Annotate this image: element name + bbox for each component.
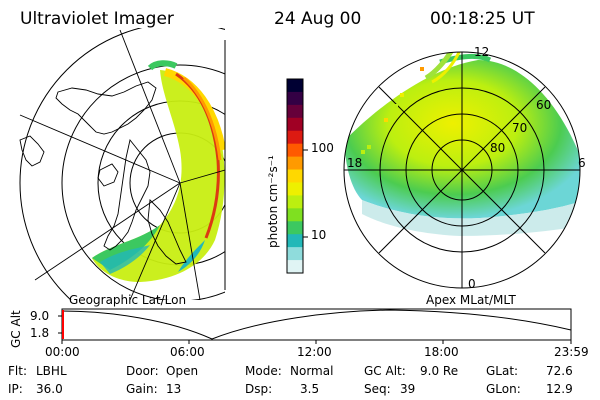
colorbar-band (287, 130, 303, 145)
info-value: 36.0 (36, 382, 63, 396)
info-value: Normal (290, 364, 334, 378)
timeline-xtick-0000: 00:00 (45, 345, 80, 359)
pixel-marker (420, 67, 424, 71)
pixel-marker (361, 150, 365, 154)
time-label: 00:18:25 UT (430, 9, 535, 29)
mlt-label-6: 6 (578, 156, 586, 170)
info-value: 72.6 (546, 364, 573, 378)
colorbar-tick-100: 100 (311, 141, 334, 155)
date-label: 24 Aug 00 (274, 9, 362, 29)
colorbar-band (287, 104, 303, 119)
info-value: 13 (166, 382, 182, 396)
info-value: 39 (400, 382, 416, 396)
mlt-label-12: 12 (474, 45, 490, 59)
info-key: Mode: (245, 364, 282, 378)
colorbar-band (287, 91, 303, 106)
info-key: IP: (8, 382, 23, 396)
colorbar-band (287, 156, 303, 171)
timeline-ytick-min: 1.8 (30, 326, 50, 340)
colorbar-band (287, 234, 303, 248)
pixel-marker (384, 118, 388, 122)
geographic-map (19, 28, 225, 300)
mlat-label-60: 60 (536, 98, 552, 112)
info-key: GLat: (486, 364, 519, 378)
mlat-label-80: 80 (490, 141, 506, 155)
colorbar-band (287, 182, 303, 196)
timeline-ylabel: GC Alt (9, 310, 23, 348)
colorbar-band (287, 260, 303, 274)
colorbar-band (287, 169, 303, 184)
info-key: Flt: (8, 364, 27, 378)
instrument-title: Ultraviolet Imager (20, 9, 174, 29)
latitude-ring (61, 64, 225, 300)
info-value: LBHL (36, 364, 67, 378)
info-key: Seq: (364, 382, 391, 396)
info-value: 9.0 Re (420, 364, 459, 378)
mlat-label-70: 70 (512, 121, 528, 135)
timeline-xtick-1200: 12:00 (297, 345, 332, 359)
coastline (97, 163, 119, 187)
coastline (19, 135, 45, 167)
diagonal-line (378, 86, 546, 254)
timeline-xtick-1800: 18:00 (424, 345, 459, 359)
info-key: Gain: (126, 382, 158, 396)
colorbar-band (287, 247, 303, 261)
orbit-timeline-frame (61, 308, 572, 341)
pixel-marker (367, 145, 371, 149)
pixel-marker (394, 104, 398, 108)
timeline-xtick-0600: 06:00 (170, 345, 205, 359)
right-panel-label: Apex MLat/MLT (426, 293, 516, 307)
colorbar-band (287, 79, 303, 93)
colorbar-band (287, 221, 303, 235)
colorbar-tick-10: 10 (311, 228, 327, 242)
colorbar-band (287, 143, 303, 158)
colorbar-unit-label: photon cm⁻²s⁻¹ (266, 155, 280, 248)
colorbar-band (287, 117, 303, 132)
timeline-xtick-2359: 23:59 (554, 345, 589, 359)
aurora-emission (92, 70, 225, 282)
mlt-label-18: 18 (347, 156, 363, 170)
info-key: GC Alt: (364, 364, 406, 378)
info-key: Door: (126, 364, 159, 378)
left-panel-label: Geographic Lat/Lon (69, 293, 187, 307)
info-value: 3.5 (300, 382, 320, 396)
coastline (55, 81, 157, 135)
coastline (103, 138, 151, 251)
colorbar-band (287, 195, 303, 209)
orbit-altitude-curve (61, 309, 572, 340)
colorbar-band (287, 208, 303, 222)
info-key: GLon: (486, 382, 521, 396)
info-value: 12.9 (546, 382, 573, 396)
pixel-marker (400, 93, 404, 97)
info-key: Dsp: (245, 382, 273, 396)
aurora-emission (344, 60, 580, 219)
coastline (147, 199, 187, 265)
colorbar (287, 79, 303, 274)
globe-outline (19, 28, 225, 300)
info-value: Open (166, 364, 199, 378)
timeline-ytick-max: 9.0 (30, 309, 50, 323)
mlt-label-0: 0 (468, 277, 476, 291)
colorbar-frame (286, 78, 304, 274)
